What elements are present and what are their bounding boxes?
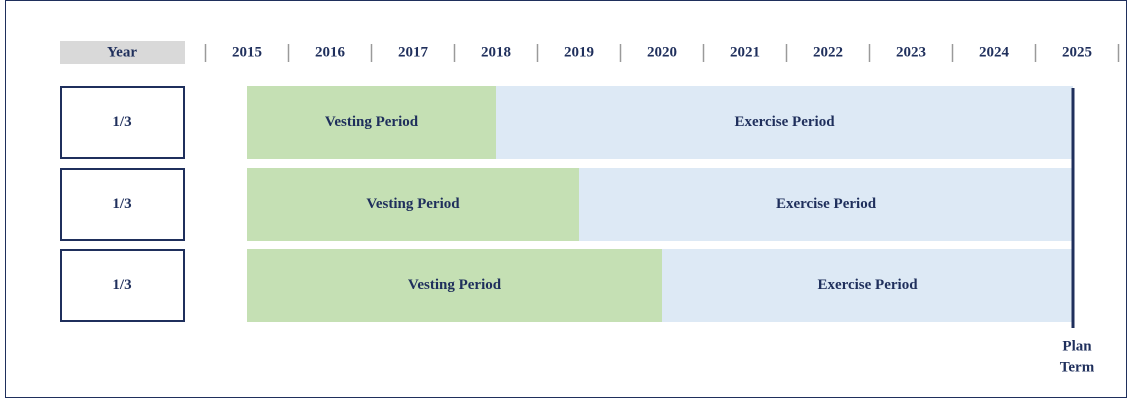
year-label: 2015 xyxy=(232,44,262,60)
share-label: 1/3 xyxy=(112,114,131,130)
exercise-label: Exercise Period xyxy=(817,277,918,293)
share-label: 1/3 xyxy=(112,196,131,212)
share-box xyxy=(60,249,185,322)
year-label: 2023 xyxy=(896,44,926,60)
year-header-box xyxy=(60,41,185,64)
year-label: 2025 xyxy=(1062,44,1092,60)
vesting-bar xyxy=(247,86,496,159)
year-label: 2022 xyxy=(813,44,843,60)
year-label: 2021 xyxy=(730,44,760,60)
plan-term: Plan xyxy=(1062,338,1092,354)
year-label: 2024 xyxy=(979,44,1010,60)
vesting-label: Vesting Period xyxy=(408,277,502,293)
exercise-label: Exercise Period xyxy=(776,196,877,212)
share-box xyxy=(60,86,185,159)
exercise-bar xyxy=(496,86,1073,159)
exercise-bar xyxy=(662,249,1073,322)
frame xyxy=(5,0,1127,398)
year-label: 2018 xyxy=(481,44,511,60)
share-box xyxy=(60,168,185,241)
vesting-bar xyxy=(247,168,579,241)
year-label: 2017 xyxy=(398,44,429,60)
year-label: 2016 xyxy=(315,44,346,60)
vesting-bar xyxy=(247,249,662,322)
vesting-label: Vesting Period xyxy=(325,114,419,130)
plan-term: Term xyxy=(1060,359,1095,375)
exercise-label: Exercise Period xyxy=(734,114,835,130)
year-label: 2020 xyxy=(647,44,677,60)
year-label: 2019 xyxy=(564,44,594,60)
share-label: 1/3 xyxy=(112,277,131,293)
vesting-label: Vesting Period xyxy=(366,196,460,212)
year-header: Year xyxy=(107,44,137,60)
exercise-bar xyxy=(579,168,1073,241)
